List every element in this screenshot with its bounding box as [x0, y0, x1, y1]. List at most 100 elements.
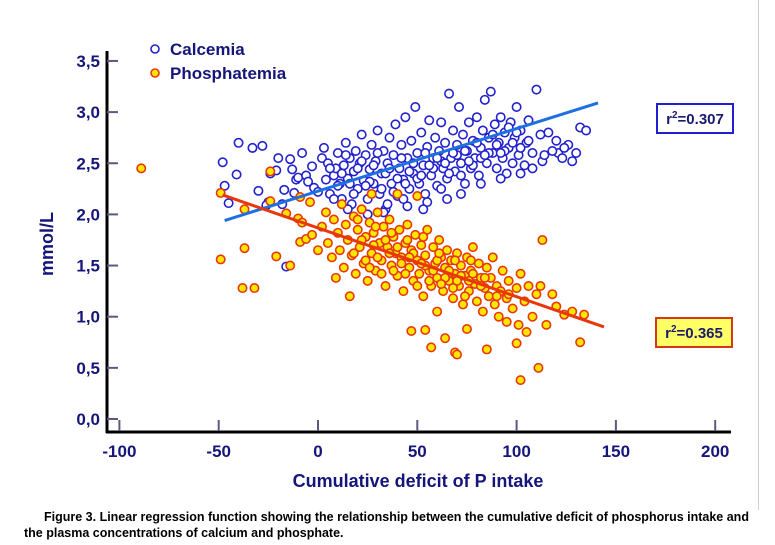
caption-line-1: Figure 3. Linear regression function sho…	[44, 510, 749, 524]
phosphatemia-point	[477, 306, 488, 317]
calcemia-point	[551, 135, 562, 146]
calcemia-point	[479, 150, 490, 161]
calcemia-point	[491, 139, 502, 150]
x-tick-label: 150	[602, 442, 630, 461]
phosphatemia-point	[414, 268, 425, 279]
x-tick-label: -100	[102, 442, 136, 461]
calcemia-point	[559, 142, 570, 153]
phosphatemia-point	[432, 306, 443, 317]
calcemia-point	[332, 148, 343, 159]
calcemia-point	[390, 119, 401, 130]
phosphatemia-point	[388, 265, 399, 276]
phosphatemia-point	[412, 281, 423, 292]
phosphatemia-point	[481, 344, 492, 355]
calcemia-point	[475, 178, 486, 189]
calcemia-point	[581, 125, 592, 136]
calcemia-point	[463, 117, 474, 128]
calcemia-point	[406, 135, 417, 146]
phosphatemia-point	[465, 255, 476, 266]
calcemia-r2-box: r2=0.307	[656, 103, 734, 134]
phosphatemia-point	[372, 252, 383, 263]
phosphatemia-point	[370, 221, 381, 232]
phosphatemia-point	[473, 258, 484, 269]
calcemia-point	[320, 174, 331, 185]
calcemia-point	[396, 153, 407, 164]
calcemia-point	[223, 198, 234, 209]
calcemia-point	[285, 154, 296, 165]
phosphatemia-point	[380, 281, 391, 292]
calcemia-point	[348, 188, 359, 199]
calcemia-points	[217, 84, 592, 272]
calcemia-point	[336, 168, 347, 179]
phosphatemia-point	[457, 299, 468, 310]
calcemia-point	[440, 137, 451, 148]
phosphatemia-point	[507, 303, 518, 314]
calcemia-point	[471, 112, 482, 123]
phosphatemia-point	[440, 333, 451, 344]
phosphatemia-point	[237, 283, 248, 294]
phosphatemia-point	[215, 254, 226, 265]
y-tick-label: 0,5	[76, 359, 100, 378]
phosphatemia-point	[467, 242, 478, 253]
phosphatemia-point	[265, 166, 276, 177]
legend-phosphatemia-label: Phosphatemia	[170, 64, 287, 83]
phosphatemia-point	[271, 251, 282, 262]
calcemia-point	[257, 140, 268, 151]
phosphatemia-point	[239, 243, 250, 254]
phosphatemia-point	[312, 245, 323, 256]
calcemia-point	[444, 88, 455, 99]
y-axis-title: mmol/L	[37, 212, 57, 276]
calcemia-point	[303, 176, 314, 187]
phosphatemia-point	[527, 311, 538, 322]
phosphatemia-r2-box: r2=0.365	[655, 317, 733, 348]
calcemia-point	[382, 199, 393, 210]
calcemia-point	[547, 145, 558, 156]
phosphatemia-point	[386, 227, 397, 238]
y-tick-label: 1,0	[76, 308, 100, 327]
x-tick-label: -50	[206, 442, 231, 461]
phosphatemia-point	[575, 337, 586, 348]
phosphatemia-point	[406, 326, 417, 337]
calcemia-point	[430, 132, 441, 143]
calcemia-point	[293, 172, 304, 183]
x-tick-label: 200	[701, 442, 729, 461]
calcemia-point	[507, 137, 518, 148]
calcemia-point	[279, 184, 290, 195]
phosphatemia-points	[136, 163, 590, 386]
phosphatemia-point	[420, 324, 431, 335]
legend-calcemia-label: Calcemia	[170, 40, 245, 59]
calcemia-regression-line	[224, 101, 599, 222]
x-tick-label: 100	[502, 442, 530, 461]
phosphatemia-point	[461, 323, 472, 334]
calcemia-point	[350, 145, 361, 156]
phosphatemia-point	[402, 219, 413, 230]
phosphatemia-point	[334, 245, 345, 256]
calcemia-point	[539, 150, 550, 161]
calcemia-point	[448, 125, 459, 136]
calcemia-point	[473, 170, 484, 181]
phosphatemia-point	[338, 262, 349, 273]
calcemia-point	[352, 163, 363, 174]
calcemia-point	[372, 148, 383, 159]
calcemia-point	[410, 101, 421, 112]
calcemia-point	[444, 168, 455, 179]
calcemia-point	[396, 139, 407, 150]
calcemia-point	[567, 156, 578, 167]
y-tick-label: 2,5	[76, 154, 100, 173]
calcemia-point	[318, 142, 329, 153]
phosphatemia-point	[320, 207, 331, 218]
phosphatemia-point	[362, 275, 373, 286]
calcemia-point	[543, 127, 554, 138]
phosphatemia-point	[418, 231, 429, 242]
phosphatemia-regression-line	[222, 193, 605, 329]
calcemia-point	[247, 142, 258, 153]
calcemia-point	[404, 166, 415, 177]
calcemia-point	[287, 164, 298, 175]
calcemia-point	[360, 180, 371, 191]
calcemia-point	[523, 135, 534, 146]
calcemia-point	[400, 112, 411, 123]
calcemia-point	[511, 101, 522, 112]
calcemia-point	[328, 194, 339, 205]
phosphatemia-point	[344, 291, 355, 302]
phosphatemia-point	[459, 291, 470, 302]
